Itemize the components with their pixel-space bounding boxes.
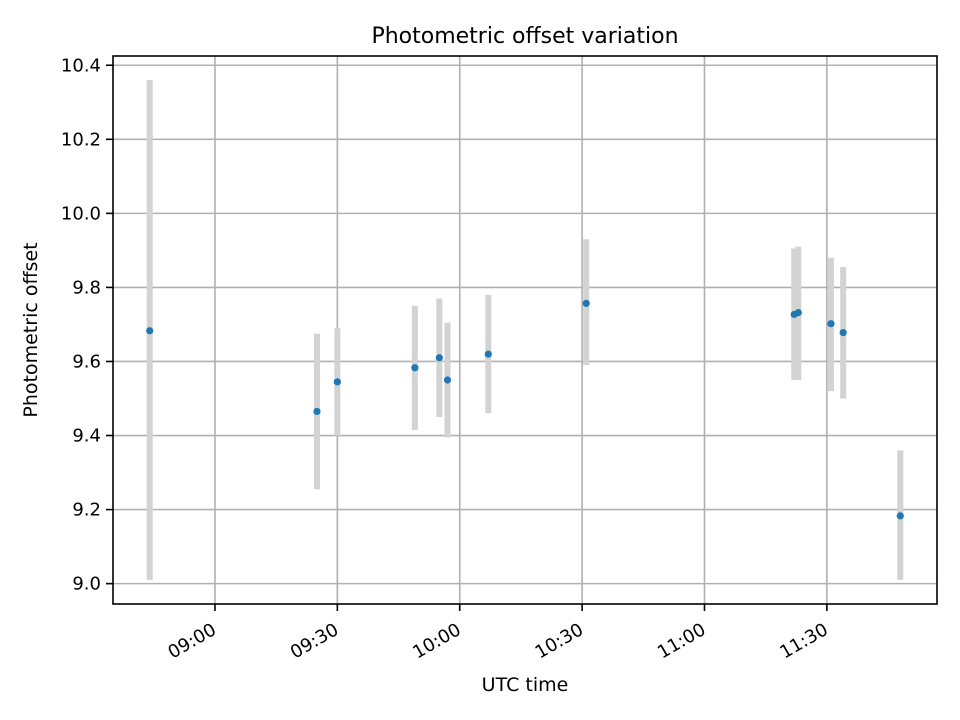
- x-axis-label: UTC time: [482, 674, 569, 696]
- y-tick-label: 9.8: [72, 277, 101, 298]
- data-point: [582, 299, 590, 307]
- data-point: [827, 320, 835, 328]
- plot-frame: [112, 55, 938, 605]
- data-point: [443, 376, 452, 384]
- data-point: [146, 327, 154, 335]
- y-tick-label: 10.2: [61, 129, 101, 150]
- data-point: [435, 354, 443, 362]
- x-tick-label: 10:30: [532, 619, 587, 663]
- x-tick-label: 09:30: [287, 619, 342, 663]
- data-points: [146, 299, 904, 520]
- y-tick-label: 10.4: [61, 55, 101, 76]
- x-tick-label: 09:00: [164, 619, 219, 663]
- data-point: [333, 378, 341, 386]
- data-point: [411, 364, 419, 372]
- error-bars: [146, 80, 904, 580]
- y-tick-label: 9.6: [72, 351, 101, 372]
- y-tick-label: 9.0: [72, 574, 101, 595]
- grid-lines: [113, 56, 937, 604]
- y-tick-label: 10.0: [61, 203, 101, 224]
- data-point: [896, 512, 904, 520]
- x-tick-label: 11:00: [654, 619, 709, 663]
- y-tick-label: 9.2: [72, 500, 101, 521]
- x-tick-label: 10:00: [409, 619, 464, 663]
- x-tick-label: 11:30: [776, 619, 831, 663]
- data-point: [794, 308, 802, 317]
- data-point: [839, 328, 847, 337]
- chart-title: Photometric offset variation: [371, 24, 678, 49]
- y-axis-label: Photometric offset: [20, 242, 42, 417]
- data-point: [313, 407, 321, 416]
- data-point: [484, 350, 492, 358]
- y-tick-label: 9.4: [72, 426, 101, 447]
